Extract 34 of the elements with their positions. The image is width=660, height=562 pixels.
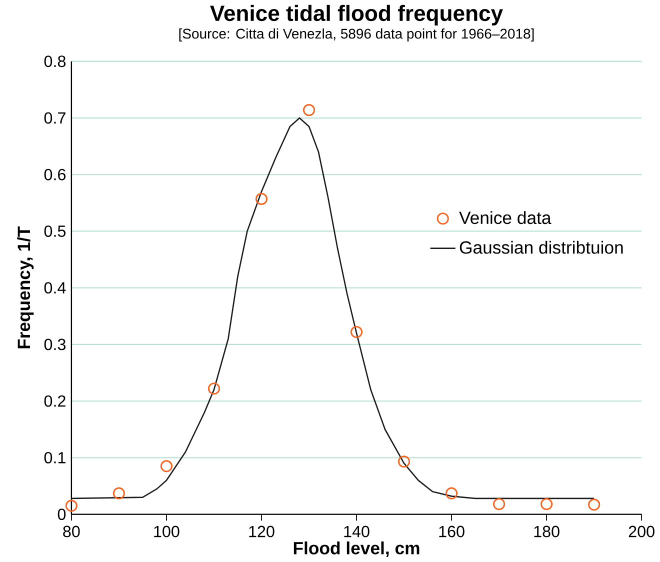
point (112, 487, 125, 500)
x-tick-label: 180 (534, 526, 560, 538)
chart-title: Venice tidal flood frequency (210, 4, 503, 26)
x-axis-title: Flood level, cm (294, 542, 420, 558)
point (65, 500, 78, 512)
x-tick-label: 200 (628, 526, 654, 538)
point (350, 326, 363, 338)
point (255, 192, 268, 206)
point (446, 487, 458, 500)
point (398, 456, 410, 468)
point (540, 498, 553, 510)
x-tick-label: 160 (439, 526, 464, 538)
y-tick-label: 0.1 (44, 452, 66, 464)
point (160, 460, 172, 472)
y-tick-label: 0.7 (44, 112, 66, 124)
x-tick-label: 100 (154, 526, 180, 538)
x-tick-label: 80 (63, 526, 80, 538)
legend-label: Gaussian distribtuion (460, 240, 623, 254)
y-tick-label: 0.3 (44, 338, 66, 350)
y-tick-label: 0.8 (44, 56, 66, 68)
point (302, 104, 316, 116)
y-tick-label: 0 (58, 508, 66, 520)
point (208, 382, 220, 395)
point (588, 498, 600, 511)
y-tick-label: 0.4 (44, 282, 66, 294)
y-tick-label: 0.6 (44, 168, 66, 180)
y-tick-label: 0.5 (44, 226, 66, 238)
y-axis-title: Frequency, 1/T (17, 226, 34, 348)
point (493, 498, 506, 510)
legend-label: Venice data (459, 211, 552, 224)
x-tick-label: 140 (344, 526, 370, 538)
y-tick-label: 0.2 (44, 395, 66, 407)
x-tick-label: 120 (249, 526, 274, 538)
chart-subtitle: [Source: Citta di Venezla, 5896 data point for 1966–2018] (179, 28, 534, 42)
